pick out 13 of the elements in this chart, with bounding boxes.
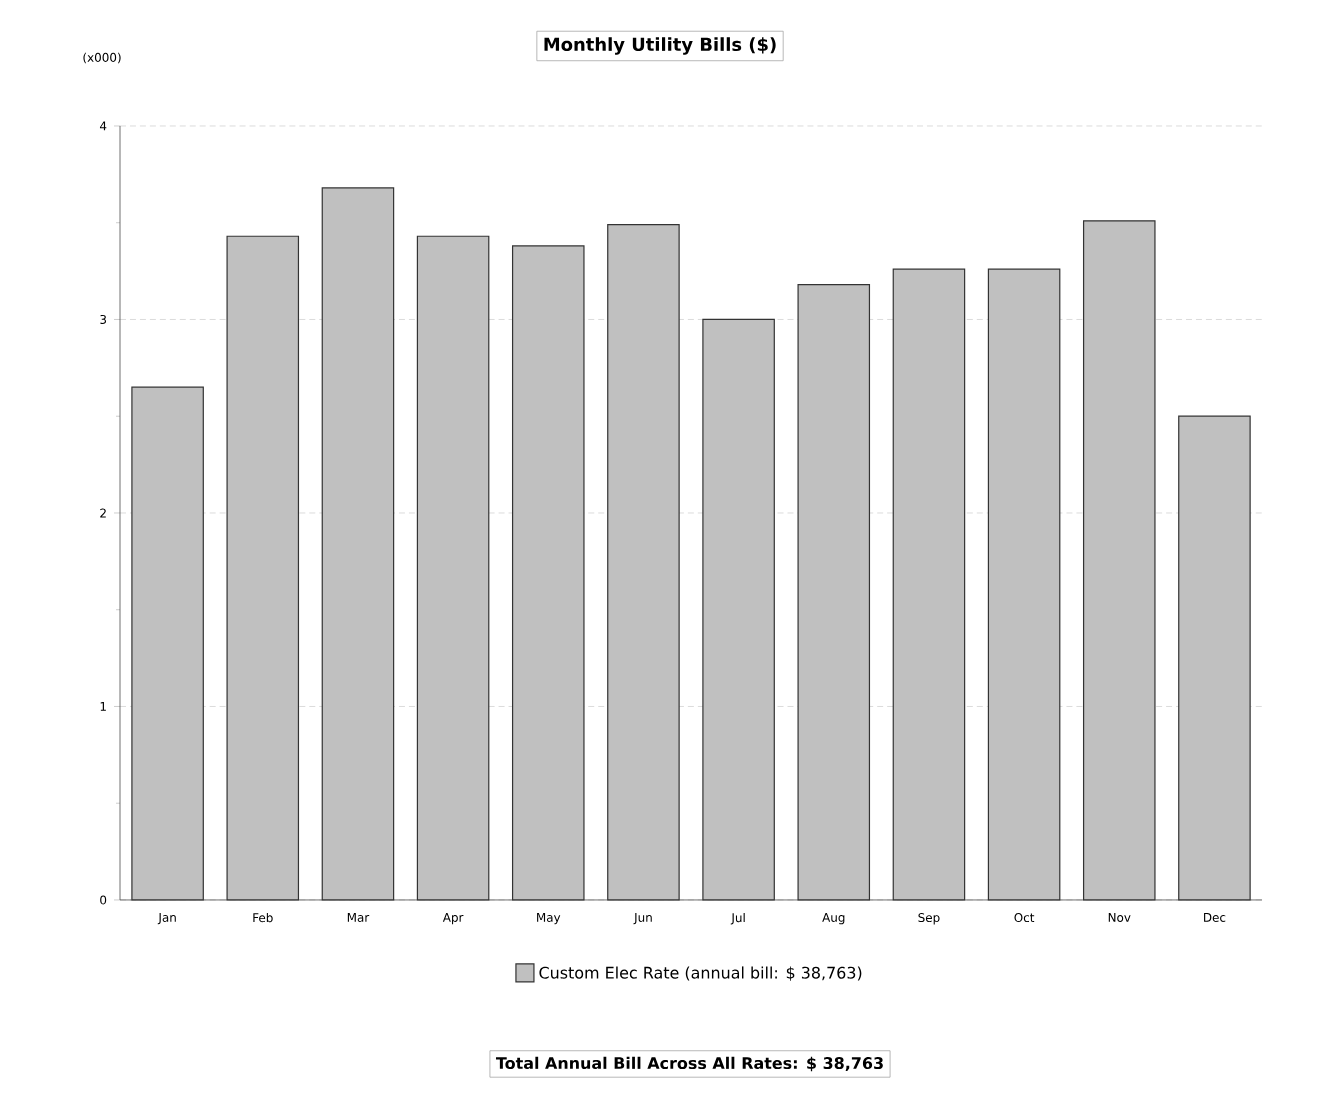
bar: [892, 268, 966, 901]
bar: [321, 187, 395, 901]
bar: [702, 318, 775, 901]
bar: [1178, 415, 1251, 901]
bar: [987, 268, 1061, 901]
chart-title: Monthly Utility Bills ($): [544, 37, 776, 55]
bar: [131, 386, 204, 901]
bar: [416, 235, 490, 901]
bar: [226, 235, 300, 901]
bar: [607, 224, 680, 901]
bar: [1082, 220, 1156, 901]
bar: [797, 284, 871, 901]
bar: [511, 245, 585, 901]
